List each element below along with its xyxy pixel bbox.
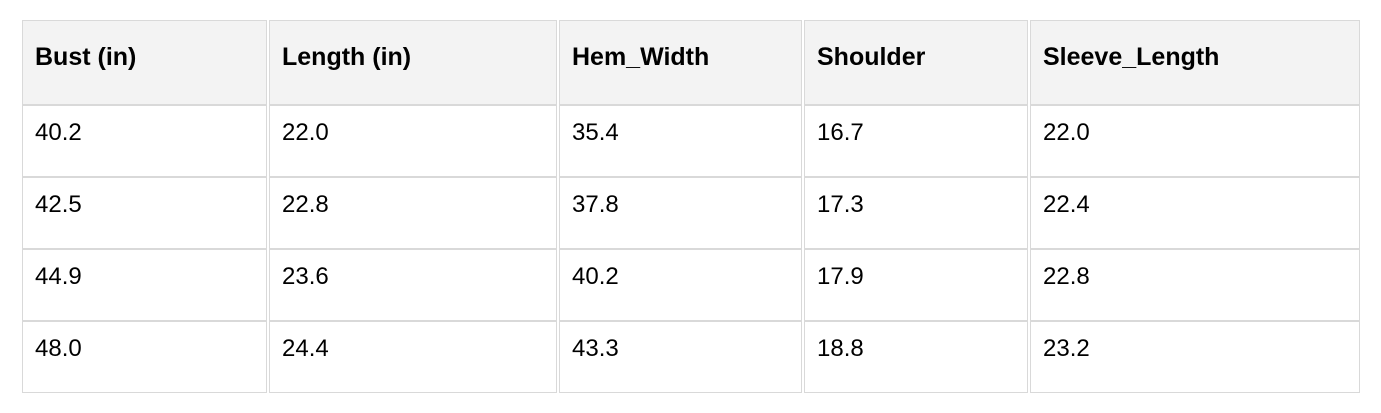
table-cell: 16.7 bbox=[804, 105, 1028, 177]
table-cell: 35.4 bbox=[559, 105, 802, 177]
table-row: 44.9 23.6 40.2 17.9 22.8 bbox=[22, 249, 1360, 321]
measurements-table: Bust (in) Length (in) Hem_Width Shoulder… bbox=[20, 20, 1362, 393]
table-cell: 24.4 bbox=[269, 321, 557, 393]
table-row: 48.0 24.4 43.3 18.8 23.2 bbox=[22, 321, 1360, 393]
table-cell: 43.3 bbox=[559, 321, 802, 393]
column-header-hem-width: Hem_Width bbox=[559, 20, 802, 105]
table-cell: 42.5 bbox=[22, 177, 267, 249]
table-cell: 40.2 bbox=[559, 249, 802, 321]
table-cell: 18.8 bbox=[804, 321, 1028, 393]
header-row: Bust (in) Length (in) Hem_Width Shoulder… bbox=[22, 20, 1360, 105]
table-cell: 17.3 bbox=[804, 177, 1028, 249]
table-cell: 40.2 bbox=[22, 105, 267, 177]
table-cell: 22.8 bbox=[269, 177, 557, 249]
table-cell: 22.0 bbox=[1030, 105, 1360, 177]
table-cell: 48.0 bbox=[22, 321, 267, 393]
table-row: 40.2 22.0 35.4 16.7 22.0 bbox=[22, 105, 1360, 177]
table-cell: 22.0 bbox=[269, 105, 557, 177]
column-header-bust: Bust (in) bbox=[22, 20, 267, 105]
table-cell: 44.9 bbox=[22, 249, 267, 321]
table-cell: 37.8 bbox=[559, 177, 802, 249]
column-header-shoulder: Shoulder bbox=[804, 20, 1028, 105]
table-row: 42.5 22.8 37.8 17.3 22.4 bbox=[22, 177, 1360, 249]
table-cell: 22.8 bbox=[1030, 249, 1360, 321]
table-cell: 22.4 bbox=[1030, 177, 1360, 249]
table-cell: 17.9 bbox=[804, 249, 1028, 321]
table-cell: 23.6 bbox=[269, 249, 557, 321]
column-header-length: Length (in) bbox=[269, 20, 557, 105]
table-cell: 23.2 bbox=[1030, 321, 1360, 393]
column-header-sleeve-length: Sleeve_Length bbox=[1030, 20, 1360, 105]
